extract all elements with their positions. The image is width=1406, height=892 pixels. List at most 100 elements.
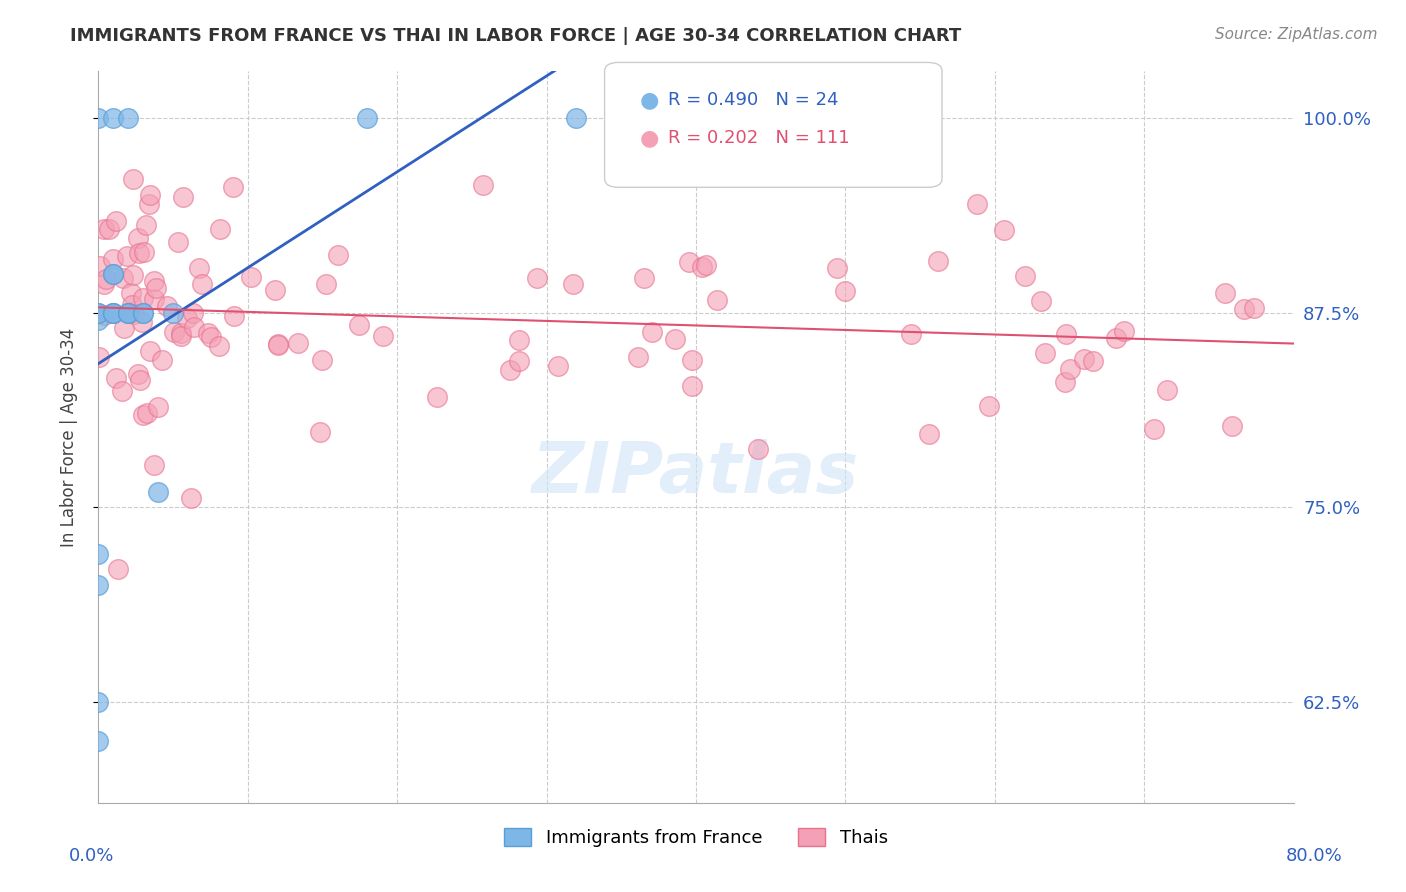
- Point: [93, 222, 115, 236]
- Point: [188, 261, 211, 276]
- Point: [112, 320, 135, 334]
- Point: [121, 298, 143, 312]
- Point: [1033, 346, 1056, 360]
- Point: [94, 272, 117, 286]
- Point: [695, 258, 717, 272]
- Point: [103, 267, 125, 281]
- Point: [266, 337, 288, 351]
- Point: [103, 111, 125, 125]
- Y-axis label: In Labor Force | Age 30-34: In Labor Force | Age 30-34: [59, 327, 77, 547]
- Point: [176, 310, 198, 325]
- Text: 80.0%: 80.0%: [1286, 847, 1343, 865]
- Text: 0.0%: 0.0%: [69, 847, 114, 865]
- Text: Source: ZipAtlas.com: Source: ZipAtlas.com: [1215, 27, 1378, 42]
- Point: [966, 196, 988, 211]
- Point: [122, 268, 145, 282]
- Point: [287, 335, 309, 350]
- Point: [142, 274, 165, 288]
- Point: [692, 260, 714, 275]
- Point: [87, 350, 110, 364]
- Point: [1213, 285, 1236, 300]
- Point: [111, 270, 134, 285]
- Point: [209, 221, 232, 235]
- Point: [681, 379, 703, 393]
- Point: [356, 111, 378, 125]
- Point: [117, 305, 139, 319]
- Point: [627, 351, 650, 365]
- Point: [103, 305, 125, 319]
- Point: [145, 281, 167, 295]
- Point: [1054, 327, 1077, 342]
- Point: [900, 326, 922, 341]
- Point: [311, 352, 333, 367]
- Point: [150, 353, 173, 368]
- Point: [117, 111, 139, 125]
- Point: [87, 111, 110, 125]
- Point: [162, 305, 184, 319]
- Point: [1059, 362, 1081, 376]
- Point: [309, 425, 332, 440]
- Point: [134, 245, 156, 260]
- Point: [181, 306, 204, 320]
- Text: ●: ●: [640, 128, 659, 148]
- Point: [1031, 294, 1053, 309]
- Point: [170, 326, 193, 340]
- Point: [1143, 422, 1166, 436]
- Point: [111, 384, 134, 398]
- Point: [1014, 268, 1036, 283]
- Point: [132, 408, 155, 422]
- Point: [156, 299, 179, 313]
- Legend: Immigrants from France, Thais: Immigrants from France, Thais: [495, 819, 897, 856]
- Point: [664, 332, 686, 346]
- Point: [264, 283, 287, 297]
- Text: ZIPatlas: ZIPatlas: [533, 439, 859, 508]
- Point: [927, 253, 949, 268]
- Point: [107, 562, 129, 576]
- Point: [122, 307, 145, 321]
- Point: [993, 223, 1015, 237]
- Point: [131, 315, 153, 329]
- Point: [641, 325, 664, 339]
- Point: [122, 171, 145, 186]
- Text: ●: ●: [640, 90, 659, 110]
- Text: R = 0.202   N = 111: R = 0.202 N = 111: [668, 129, 849, 147]
- Point: [224, 309, 246, 323]
- Point: [129, 373, 152, 387]
- Point: [132, 305, 155, 319]
- Point: [834, 284, 856, 298]
- Point: [1156, 383, 1178, 397]
- Point: [170, 328, 193, 343]
- Point: [142, 458, 165, 473]
- Point: [239, 270, 262, 285]
- Point: [347, 318, 370, 333]
- Point: [373, 329, 395, 343]
- Point: [472, 178, 495, 192]
- Point: [127, 367, 149, 381]
- Point: [1054, 376, 1077, 390]
- Point: [172, 190, 194, 204]
- Point: [526, 271, 548, 285]
- Point: [1083, 353, 1105, 368]
- Point: [180, 491, 202, 505]
- Point: [315, 277, 337, 292]
- Point: [678, 255, 700, 269]
- Point: [706, 293, 728, 307]
- Point: [1112, 324, 1135, 338]
- Point: [127, 231, 149, 245]
- Point: [89, 259, 111, 273]
- Point: [87, 305, 110, 319]
- Point: [132, 305, 155, 319]
- Point: [208, 338, 231, 352]
- Point: [221, 180, 243, 194]
- Point: [135, 219, 157, 233]
- Point: [1105, 331, 1128, 345]
- Point: [499, 363, 522, 377]
- Point: [115, 249, 138, 263]
- Point: [197, 326, 219, 341]
- Point: [565, 111, 588, 125]
- Point: [87, 733, 110, 747]
- Point: [132, 291, 155, 305]
- Point: [87, 547, 110, 561]
- Point: [117, 305, 139, 319]
- Point: [87, 313, 110, 327]
